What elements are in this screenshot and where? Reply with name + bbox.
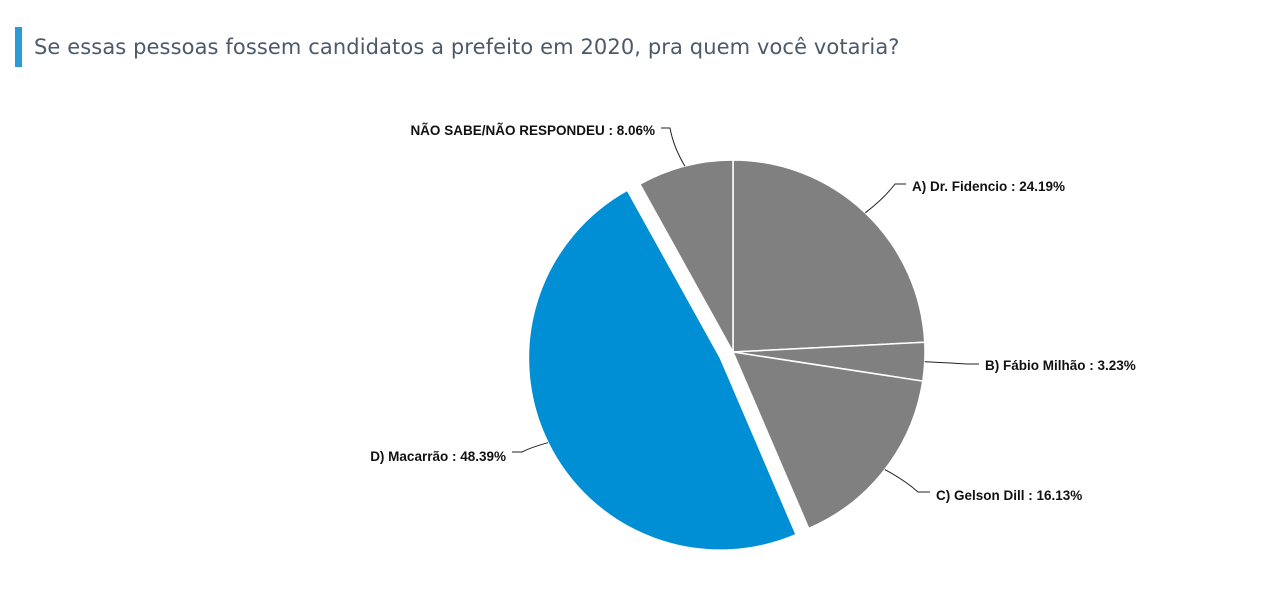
leader-line-d-macarrao (512, 442, 549, 453)
chart-title-bar: Se essas pessoas fossem candidatos a pre… (15, 27, 900, 67)
pie-slice-a-dr-fidencio (732, 159, 926, 353)
slice-label-c-gelson-dill: C) Gelson Dill : 16.13% (936, 488, 1082, 503)
slice-label-d-macarrao: D) Macarrão : 48.39% (370, 449, 506, 464)
title-accent-bar (15, 27, 22, 67)
pie-slice-d-macarrao (527, 189, 798, 551)
pie-slice-c-gelson-dill (731, 351, 924, 530)
leader-line-nao-sabe-nao-respondeu (661, 127, 686, 167)
slice-label-b-fabio-milhao: B) Fábio Milhão : 3.23% (985, 358, 1136, 373)
slice-label-a-dr-fidencio: A) Dr. Fidencio : 24.19% (912, 179, 1065, 194)
leader-line-b-fabio-milhao (924, 361, 979, 365)
leader-line-a-dr-fidencio (864, 183, 906, 214)
pie-slice-nao-sabe-nao-respondeu (638, 159, 734, 355)
leader-line-c-gelson-dill (884, 469, 930, 493)
slice-label-nao-sabe-nao-respondeu: NÃO SABE/NÃO RESPONDEU : 8.06% (410, 123, 655, 138)
chart-title: Se essas pessoas fossem candidatos a pre… (34, 35, 900, 59)
